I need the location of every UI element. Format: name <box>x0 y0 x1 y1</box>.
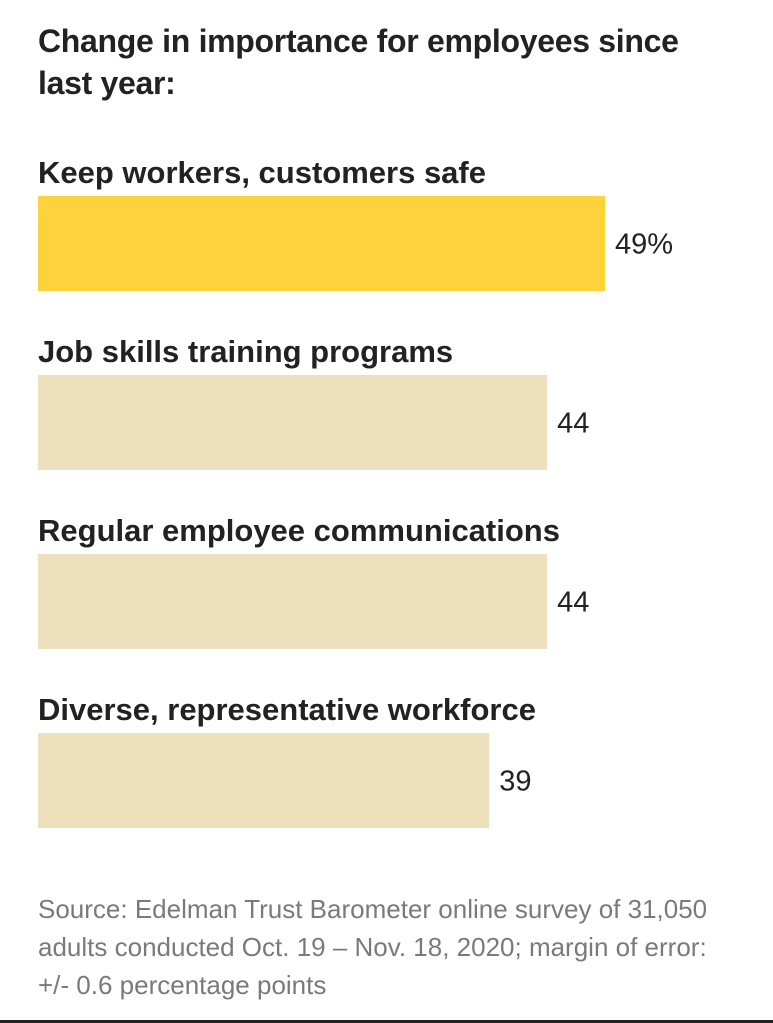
bar <box>38 554 548 649</box>
value-label: 44 <box>557 408 589 440</box>
bar <box>38 196 605 291</box>
chart-title: Change in importance for employees since… <box>38 23 679 101</box>
bar <box>38 733 490 828</box>
bar <box>38 375 548 470</box>
bar-chart: Keep workers, customers safe 49% Job skill… <box>38 155 673 828</box>
category-label: Diverse, representative workforce <box>38 692 536 727</box>
category-label: Keep workers, customers safe <box>38 155 486 190</box>
bottom-rule <box>0 1020 773 1023</box>
category-label: Job skills training programs <box>38 334 453 369</box>
source-note: Source: Edelman Trust Barometer online s… <box>38 894 708 1000</box>
value-label: 49% <box>615 229 673 261</box>
value-label: 44 <box>557 587 589 619</box>
value-label: 39 <box>499 766 531 798</box>
category-label: Regular employee communications <box>38 513 560 548</box>
